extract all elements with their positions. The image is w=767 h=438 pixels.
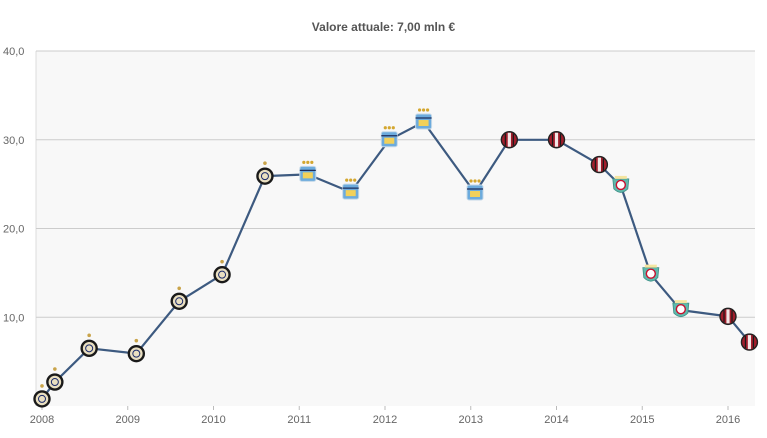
data-point[interactable] bbox=[127, 338, 146, 363]
data-point[interactable] bbox=[642, 264, 660, 282]
data-point[interactable] bbox=[46, 367, 64, 391]
x-tick-label: 2009 bbox=[116, 414, 140, 426]
data-point[interactable] bbox=[213, 259, 231, 284]
data-point[interactable] bbox=[719, 307, 737, 326]
y-tick-label: 10,0 bbox=[3, 312, 24, 324]
data-point[interactable] bbox=[590, 155, 609, 174]
x-tick-label: 2008 bbox=[30, 414, 54, 426]
data-point[interactable] bbox=[612, 175, 630, 193]
x-tick-label: 2012 bbox=[373, 414, 397, 426]
y-tick-label: 30,0 bbox=[3, 135, 24, 147]
data-point[interactable] bbox=[415, 108, 433, 130]
series-line bbox=[41, 120, 751, 400]
chart-title: Valore attuale: 7,00 mln € bbox=[311, 20, 456, 34]
x-tick-label: 2016 bbox=[716, 414, 740, 426]
x-tick-label: 2014 bbox=[544, 414, 568, 426]
x-tick-label: 2011 bbox=[287, 414, 311, 426]
x-tick-label: 2015 bbox=[630, 414, 654, 426]
y-tick-label: 40,0 bbox=[3, 46, 24, 58]
data-point[interactable] bbox=[380, 126, 398, 148]
x-tick-label: 2010 bbox=[201, 414, 225, 426]
data-point[interactable] bbox=[740, 333, 759, 351]
data-point[interactable] bbox=[672, 300, 690, 318]
data-point[interactable] bbox=[33, 384, 51, 408]
data-point[interactable] bbox=[80, 333, 98, 358]
data-point[interactable] bbox=[342, 178, 360, 200]
data-point[interactable] bbox=[170, 286, 188, 310]
data-point[interactable] bbox=[500, 131, 519, 149]
x-tick-label: 2013 bbox=[459, 414, 483, 426]
data-point[interactable] bbox=[299, 160, 317, 182]
y-tick-label: 20,0 bbox=[3, 224, 24, 236]
data-point[interactable] bbox=[547, 131, 566, 149]
data-point[interactable] bbox=[256, 161, 274, 185]
data-point[interactable] bbox=[466, 179, 484, 201]
